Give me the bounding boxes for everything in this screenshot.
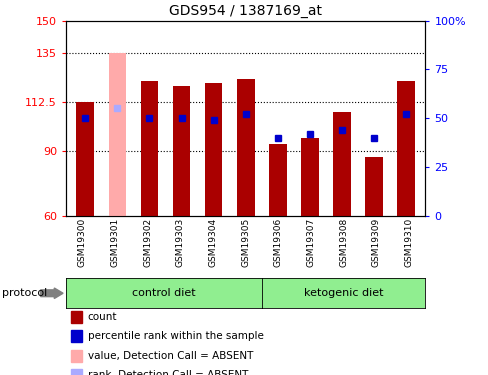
Text: protocol: protocol	[2, 288, 48, 298]
Text: GSM19304: GSM19304	[208, 217, 217, 267]
Text: control diet: control diet	[132, 288, 196, 298]
Bar	[141, 81, 158, 216]
Title: GDS954 / 1387169_at: GDS954 / 1387169_at	[169, 4, 322, 18]
Bar	[365, 157, 382, 216]
Text: value, Detection Call = ABSENT: value, Detection Call = ABSENT	[87, 351, 252, 360]
Text: GSM19301: GSM19301	[110, 217, 119, 267]
Bar	[172, 86, 190, 216]
Text: percentile rank within the sample: percentile rank within the sample	[87, 331, 263, 341]
Text: GSM19308: GSM19308	[339, 217, 347, 267]
Text: GSM19305: GSM19305	[241, 217, 250, 267]
Text: rank, Detection Call = ABSENT: rank, Detection Call = ABSENT	[87, 370, 247, 375]
Bar	[108, 53, 126, 216]
Bar	[268, 144, 286, 216]
Text: GSM19309: GSM19309	[371, 217, 380, 267]
Text: GSM19302: GSM19302	[143, 217, 152, 267]
Text: GSM19310: GSM19310	[404, 217, 413, 267]
Text: ketogenic diet: ketogenic diet	[304, 288, 383, 298]
Text: count: count	[87, 312, 117, 321]
Bar	[397, 81, 414, 216]
Bar	[301, 138, 318, 216]
Text: GSM19306: GSM19306	[273, 217, 283, 267]
Text: GSM19303: GSM19303	[176, 217, 184, 267]
Bar	[236, 79, 254, 216]
Bar	[332, 112, 350, 216]
Text: GSM19307: GSM19307	[306, 217, 315, 267]
Bar	[204, 84, 222, 216]
Bar	[76, 102, 94, 216]
Text: GSM19300: GSM19300	[78, 217, 87, 267]
